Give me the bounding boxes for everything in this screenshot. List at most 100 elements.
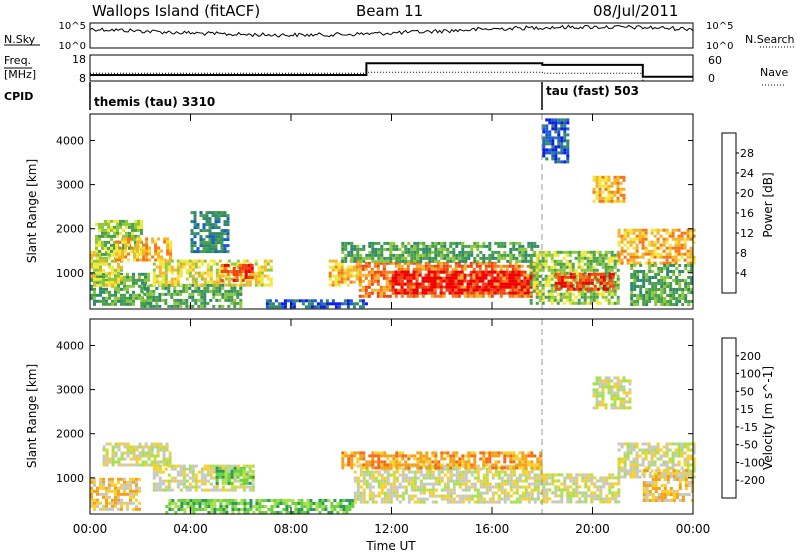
velocity-cell: [398, 473, 402, 477]
velocity-cell: [129, 489, 132, 493]
velocity-cell: [209, 470, 213, 474]
velocity-cell: [318, 511, 322, 514]
velocity-cell: [164, 485, 168, 489]
power-cell: [403, 273, 407, 277]
power-cell: [500, 253, 504, 257]
power-cell: [102, 287, 105, 291]
velocity-cell: [224, 464, 228, 468]
power-cell: [633, 288, 637, 291]
power-cell: [116, 234, 119, 238]
power-cell: [158, 265, 162, 269]
power-cell: [662, 240, 666, 244]
velocity-cell: [467, 479, 471, 483]
velocity-cell: [407, 466, 411, 470]
power-cell: [427, 273, 431, 277]
power-cell: [141, 284, 144, 288]
power-cell: [636, 297, 640, 300]
velocity-cell: [362, 473, 366, 477]
power-cell: [223, 267, 227, 270]
power-cell: [409, 279, 413, 283]
velocity-cell: [368, 482, 372, 486]
power-cell: [613, 256, 617, 260]
power-cell: [607, 301, 611, 305]
velocity-cell: [461, 488, 465, 492]
velocity-cell: [527, 497, 531, 501]
velocity-cell: [248, 473, 252, 477]
velocity-cell: [461, 494, 465, 498]
velocity-cell: [197, 485, 201, 489]
power-cell: [569, 281, 573, 285]
velocity-cell: [458, 457, 462, 461]
power-cell: [239, 283, 243, 287]
velocity-cell: [129, 457, 133, 461]
velocity-cell: [419, 488, 423, 492]
power-cell: [203, 280, 207, 284]
power-cell: [563, 121, 567, 125]
power-ytick-label: 1000: [56, 267, 84, 280]
velocity-cell: [500, 464, 504, 468]
power-cell: [388, 276, 392, 280]
velocity-cell: [111, 457, 115, 461]
power-cell: [394, 261, 398, 265]
velocity-cell: [386, 482, 390, 486]
velocity-cell: [473, 466, 477, 470]
power-cell: [239, 274, 243, 278]
power-cell: [101, 228, 104, 232]
power-cell: [93, 274, 96, 278]
power-cell: [176, 271, 180, 275]
velocity-cell: [479, 451, 483, 455]
velocity-cell: [362, 500, 366, 504]
power-cell: [200, 295, 204, 299]
velocity-cell: [224, 481, 228, 485]
power-cell: [394, 273, 398, 277]
velocity-cell: [117, 448, 121, 452]
power-cell: [111, 268, 114, 272]
power-cell: [488, 253, 492, 257]
power-cell: [343, 299, 347, 303]
power-cell: [502, 279, 506, 283]
power-cell: [574, 301, 578, 305]
velocity-cell: [258, 508, 262, 511]
velocity-cell: [219, 505, 223, 508]
power-cell: [505, 264, 509, 268]
velocity-cell: [395, 454, 399, 458]
power-cell: [410, 247, 414, 251]
power-cell: [385, 276, 389, 280]
power-cell: [592, 268, 596, 272]
power-cell: [544, 265, 548, 269]
power-cell: [176, 280, 180, 284]
power-cell: [508, 276, 512, 280]
power-cell: [524, 253, 528, 257]
velocity-cell: [123, 480, 126, 484]
velocity-cell: [117, 460, 121, 464]
power-cell: [451, 291, 455, 295]
velocity-cell: [194, 476, 198, 480]
velocity-cell: [270, 511, 274, 514]
power-cell: [337, 305, 341, 309]
power-cell: [105, 296, 108, 300]
power-cell: [566, 133, 570, 137]
power-cell: [686, 249, 690, 253]
velocity-cell: [410, 494, 414, 498]
power-cell: [238, 270, 242, 273]
power-cell: [199, 244, 203, 248]
power-cell: [409, 294, 413, 298]
power-cell: [660, 282, 664, 285]
power-cell: [350, 241, 354, 245]
power-cell: [687, 285, 691, 288]
power-cell: [406, 276, 410, 280]
velocity-cell: [356, 491, 360, 495]
power-cell: [386, 256, 390, 260]
velocity-cell: [111, 504, 114, 508]
velocity-cell: [120, 451, 124, 455]
velocity-cell: [395, 466, 399, 470]
power-cell: [523, 294, 527, 298]
power-cell: [535, 277, 539, 281]
power-cell: [556, 301, 560, 305]
velocity-cell: [476, 488, 480, 492]
power-cell: [508, 291, 512, 295]
power-cell: [454, 270, 458, 274]
power-cell: [548, 130, 552, 134]
power-cell: [580, 289, 584, 293]
power-cell: [155, 298, 159, 302]
